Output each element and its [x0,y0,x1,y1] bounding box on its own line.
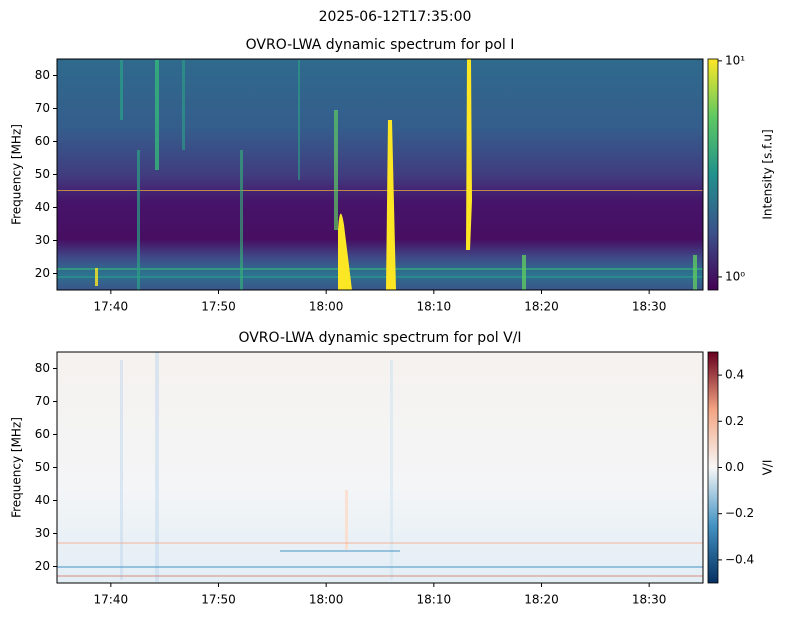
y-tick-label: 60 [35,134,50,148]
x-tick-label: 17:50 [201,300,236,314]
colorbar-tick-label: −0.4 [725,552,754,566]
y-tick-label: 20 [35,559,50,573]
y-axis-label: Frequency [MHz] [10,417,24,518]
heatmap-image [57,352,703,583]
y-tick-label: 30 [35,233,50,247]
colorbar-tick-label: 0.0 [725,460,744,474]
x-tick-label: 18:00 [309,593,344,607]
colorbar-tick-label: 10¹ [725,53,745,67]
colorbar-tick-label: −0.2 [725,506,754,520]
y-tick-label: 80 [35,68,50,82]
x-tick-label: 18:00 [309,300,344,314]
heatmap-image [57,59,703,290]
y-tick-label: 40 [35,493,50,507]
y-tick-label: 70 [35,101,50,115]
y-axis-label: Frequency [MHz] [10,124,24,225]
panel-title: OVRO-LWA dynamic spectrum for pol V/I [238,330,521,346]
x-tick-label: 17:40 [94,593,129,607]
x-tick-label: 18:10 [417,593,452,607]
colorbar-tick-label: 10⁰ [725,269,745,283]
colorbar [707,58,719,291]
y-tick-label: 50 [35,167,50,181]
y-tick-label: 70 [35,394,50,408]
x-tick-label: 18:20 [524,300,559,314]
colorbar-tick-label: 0.2 [725,414,744,428]
colorbar-label: V/I [761,460,775,476]
x-tick-label: 17:40 [94,300,129,314]
y-tick-label: 20 [35,266,50,280]
figure-title: 2025-06-12T17:35:00 [319,9,472,25]
spectrum-features [57,59,703,290]
x-tick-label: 18:10 [417,300,452,314]
y-tick-label: 50 [35,460,50,474]
spectrum-features [57,352,703,583]
colorbar-label: Intensity [s.f.u] [761,129,775,219]
x-tick-label: 18:30 [632,593,667,607]
x-tick-label: 18:20 [524,593,559,607]
y-tick-label: 80 [35,361,50,375]
y-tick-label: 60 [35,427,50,441]
colorbar-tick-label: 0.4 [725,368,744,382]
colorbar [707,351,719,584]
panel-title: OVRO-LWA dynamic spectrum for pol I [246,37,515,53]
x-tick-label: 18:30 [632,300,667,314]
y-tick-label: 30 [35,526,50,540]
y-tick-label: 40 [35,200,50,214]
x-tick-label: 17:50 [201,593,236,607]
